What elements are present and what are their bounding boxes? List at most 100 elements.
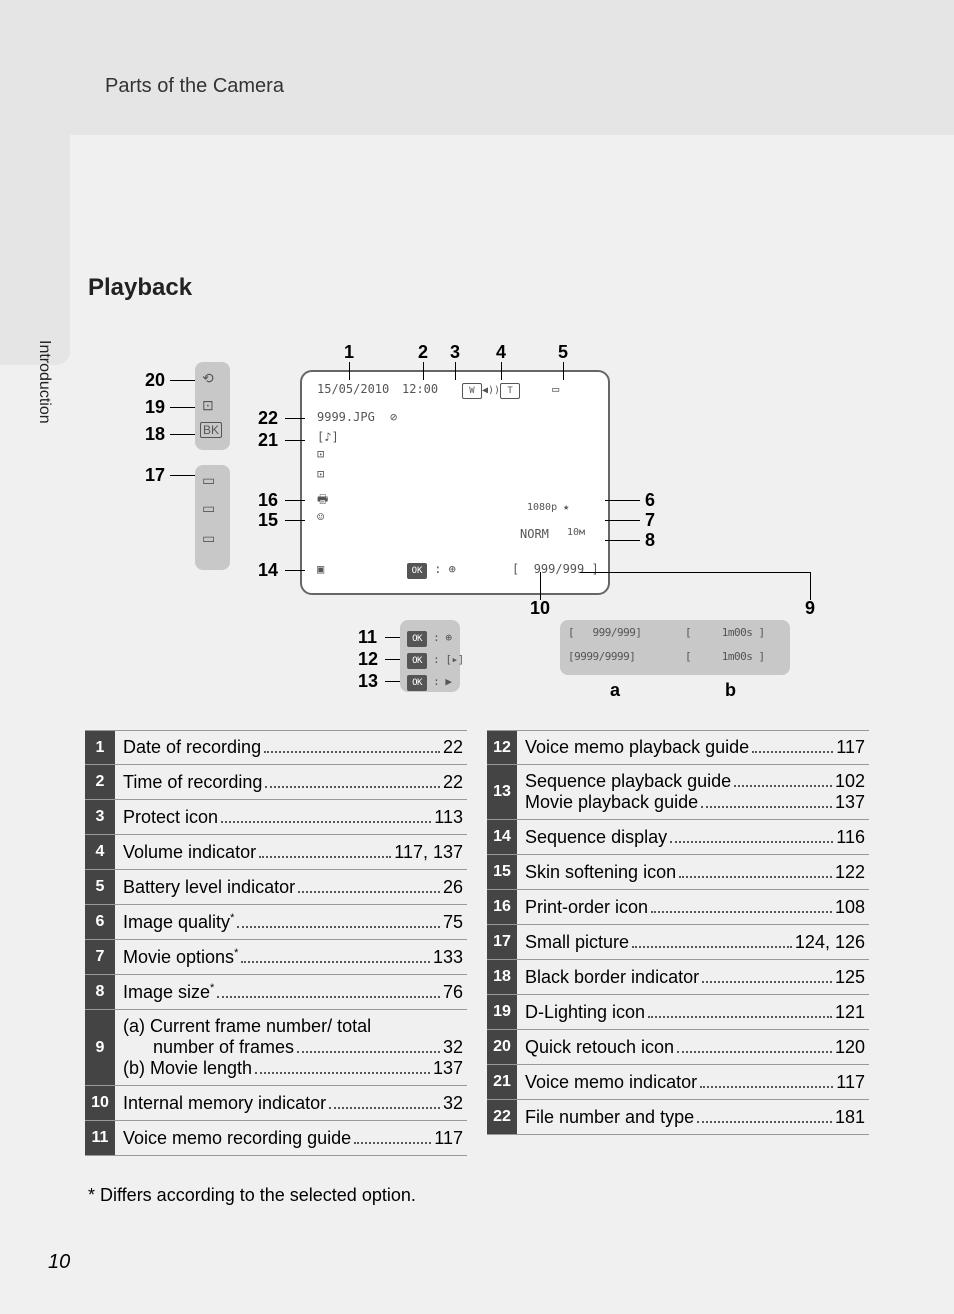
- legend-right: 12Voice memo playback guide11713Sequence…: [487, 730, 869, 1156]
- legend-row: 5Battery level indicator26: [85, 870, 467, 905]
- footnote: * Differs according to the selected opti…: [88, 1185, 416, 1206]
- legend-label: Movie options*133: [115, 940, 467, 974]
- legend-label: Voice memo playback guide117: [517, 731, 869, 764]
- legend-row: 22File number and type181: [487, 1100, 869, 1135]
- callout-18: 18: [145, 424, 165, 445]
- line-10: [540, 572, 541, 600]
- legend-row: 12Voice memo playback guide117: [487, 730, 869, 765]
- legend-num: 3: [85, 800, 115, 834]
- line: [285, 440, 305, 441]
- legend-row: 21Voice memo indicator117: [487, 1065, 869, 1100]
- legend-num: 14: [487, 820, 517, 854]
- label-b: b: [725, 680, 736, 701]
- legend-label: File number and type181: [517, 1100, 869, 1134]
- legend-label: Quick retouch icon120: [517, 1030, 869, 1064]
- lcd-vol-icon: W◀))T: [462, 382, 520, 399]
- legend-label: Time of recording22: [115, 765, 467, 799]
- lcd-date: 15/05/2010: [317, 382, 389, 396]
- legend-row: 11Voice memo recording guide117: [85, 1121, 467, 1156]
- legend-num: 7: [85, 940, 115, 974]
- small2-icon: ▭: [202, 500, 215, 517]
- lcd-counter: [ 999/999 ]: [512, 562, 599, 576]
- legend-num: 16: [487, 890, 517, 924]
- counter-a1: [ 999/999]: [568, 626, 641, 639]
- legend-row: 14Sequence display116: [487, 820, 869, 855]
- line: [605, 520, 640, 521]
- legend-label: Image quality*75: [115, 905, 467, 939]
- legend-label: Sequence playback guide102Movie playback…: [517, 765, 869, 819]
- callout-2: 2: [418, 342, 428, 363]
- retouch-icon: ⟲: [202, 370, 214, 387]
- legend-label: Volume indicator117, 137: [115, 835, 467, 869]
- legend-num: 17: [487, 925, 517, 959]
- callout-5: 5: [558, 342, 568, 363]
- legend-row: 3Protect icon113: [85, 800, 467, 835]
- legend-row: 4Volume indicator117, 137: [85, 835, 467, 870]
- line: [385, 659, 400, 660]
- legend-num: 2: [85, 765, 115, 799]
- callout-12: 12: [358, 649, 378, 670]
- legend-label: Small picture124, 126: [517, 925, 869, 959]
- ok-movie-icon: OK : ▶: [407, 672, 452, 691]
- legend-num: 8: [85, 975, 115, 1009]
- legend-row: 9(a) Current frame number/ total number …: [85, 1010, 467, 1086]
- callout-9: 9: [805, 598, 815, 619]
- line-9h: [580, 572, 810, 573]
- lcd-movie-icon: 1080p ★: [527, 502, 569, 513]
- legend-row: 13Sequence playback guide102Movie playba…: [487, 765, 869, 820]
- label-a: a: [610, 680, 620, 701]
- callout-17: 17: [145, 465, 165, 486]
- legend-num: 18: [487, 960, 517, 994]
- legend-label: Image size*76: [115, 975, 467, 1009]
- legend-num: 5: [85, 870, 115, 904]
- page-number: 10: [48, 1251, 70, 1274]
- callout-11: 11: [358, 627, 377, 648]
- legend-label: Sequence display116: [517, 820, 869, 854]
- header-bar: [0, 0, 954, 135]
- legend-num: 11: [85, 1121, 115, 1155]
- lcd-seq-icon: ⊡: [317, 467, 324, 481]
- callout-16: 16: [258, 490, 278, 511]
- legend-label: Voice memo indicator117: [517, 1065, 869, 1099]
- breadcrumb: Parts of the Camera: [105, 75, 284, 98]
- legend-row: 7Movie options*133: [85, 940, 467, 975]
- legend-num: 13: [487, 765, 517, 819]
- line: [385, 681, 400, 682]
- lcd-filename: 9999.JPG: [317, 410, 375, 424]
- callout-3: 3: [450, 342, 460, 363]
- border-icon: BK: [200, 422, 222, 438]
- dlighting-icon: ⊡: [202, 397, 214, 414]
- len-b1: [ 1m00s ]: [685, 626, 765, 639]
- ok-voice-icon: OK : ⊕: [407, 628, 452, 647]
- line: [285, 570, 305, 571]
- small1-icon: ▭: [202, 472, 215, 489]
- line: [349, 362, 350, 380]
- legend-label: Battery level indicator26: [115, 870, 467, 904]
- lcd-ok-icon: OK : ⊕: [407, 562, 456, 579]
- lcd-time: 12:00: [402, 382, 438, 396]
- legend-label: Voice memo recording guide117: [115, 1121, 467, 1155]
- callout-1: 1: [344, 342, 354, 363]
- line: [563, 362, 564, 380]
- line: [605, 500, 640, 501]
- legend-num: 9: [85, 1010, 115, 1085]
- len-b2: [ 1m00s ]: [685, 650, 765, 663]
- lcd-dlight-icon: ⊡: [317, 447, 324, 461]
- section-title: Playback: [88, 274, 192, 302]
- legend-num: 21: [487, 1065, 517, 1099]
- legend-label: (a) Current frame number/ total number o…: [115, 1010, 467, 1085]
- playback-diagram: 15/05/2010 12:00 W◀))T ▭ 9999.JPG ⊘ [♪] …: [140, 350, 840, 700]
- callout-7: 7: [645, 510, 655, 531]
- lcd-battery-icon: ▭: [552, 382, 559, 396]
- legend-num: 1: [85, 731, 115, 764]
- side-tab: Introduction: [0, 135, 70, 365]
- legend-row: 15Skin softening icon122: [487, 855, 869, 890]
- line: [170, 434, 195, 435]
- line: [423, 362, 424, 380]
- legend-row: 10Internal memory indicator32: [85, 1086, 467, 1121]
- legend-num: 12: [487, 731, 517, 764]
- ok-seq-icon: OK : [▸]: [407, 650, 464, 669]
- line: [385, 637, 400, 638]
- line: [170, 407, 195, 408]
- legend-row: 18Black border indicator125: [487, 960, 869, 995]
